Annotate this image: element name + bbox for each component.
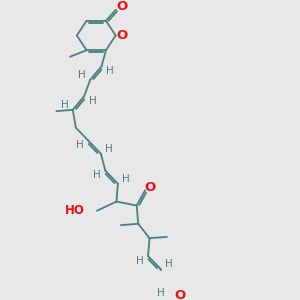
Text: O: O bbox=[117, 29, 128, 42]
Text: H: H bbox=[78, 70, 85, 80]
Text: H: H bbox=[88, 96, 96, 106]
Text: H: H bbox=[165, 259, 173, 269]
Text: H: H bbox=[105, 144, 113, 154]
Text: H: H bbox=[136, 256, 144, 266]
Text: H: H bbox=[76, 140, 84, 150]
Text: H: H bbox=[106, 66, 114, 76]
Text: H: H bbox=[122, 174, 130, 184]
Text: H: H bbox=[61, 100, 68, 110]
Text: O: O bbox=[116, 0, 128, 14]
Text: O: O bbox=[174, 289, 186, 300]
Text: H: H bbox=[157, 288, 164, 298]
Text: HO: HO bbox=[64, 204, 85, 217]
Text: H: H bbox=[93, 170, 101, 180]
Text: O: O bbox=[145, 181, 156, 194]
